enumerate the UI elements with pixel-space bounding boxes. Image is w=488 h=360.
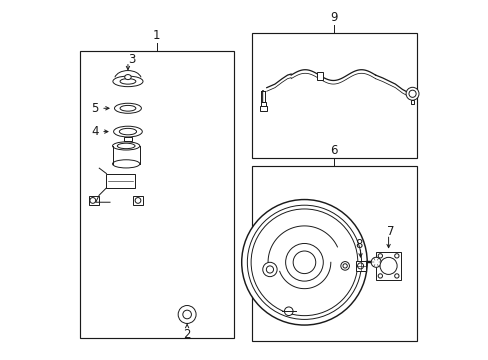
Ellipse shape [113,126,142,137]
Bar [106,174,135,188]
Bar [133,196,143,205]
Text: 1: 1 [153,29,160,42]
Circle shape [342,264,346,268]
Circle shape [285,243,323,281]
Ellipse shape [120,105,136,111]
Bar [376,252,400,280]
Circle shape [357,263,363,269]
Text: 6: 6 [330,144,337,157]
Text: 2: 2 [183,328,190,341]
Circle shape [394,254,398,258]
Circle shape [293,251,315,274]
Bar [251,166,416,341]
Circle shape [284,307,292,316]
Circle shape [377,274,382,278]
Bar [410,100,413,104]
Ellipse shape [112,142,140,150]
Circle shape [135,198,141,203]
Text: 5: 5 [91,102,99,115]
Text: 8: 8 [354,238,362,251]
Circle shape [377,254,382,258]
Bar [88,196,99,205]
Circle shape [405,87,418,100]
Ellipse shape [124,75,131,80]
Text: 7: 7 [386,225,393,238]
Ellipse shape [113,76,142,87]
Ellipse shape [117,143,135,149]
Bar [316,72,323,81]
Circle shape [183,310,191,319]
Text: 9: 9 [330,11,337,24]
Text: 4: 4 [91,125,99,138]
Bar [251,33,416,158]
Circle shape [262,262,277,276]
Circle shape [247,205,361,319]
Bar [123,136,132,141]
Circle shape [251,209,357,316]
Ellipse shape [120,78,136,84]
Ellipse shape [114,103,141,113]
Circle shape [266,266,273,273]
Circle shape [370,257,381,267]
Bar [355,261,365,271]
Circle shape [408,90,415,97]
Circle shape [394,274,398,278]
Ellipse shape [119,129,136,135]
Circle shape [340,262,349,270]
Circle shape [379,257,396,274]
Bar [80,51,233,338]
Circle shape [90,198,96,203]
Bar [260,105,266,111]
Circle shape [241,199,366,325]
Bar [260,102,265,109]
Ellipse shape [112,160,140,168]
Circle shape [178,306,196,323]
Text: 3: 3 [127,53,135,66]
